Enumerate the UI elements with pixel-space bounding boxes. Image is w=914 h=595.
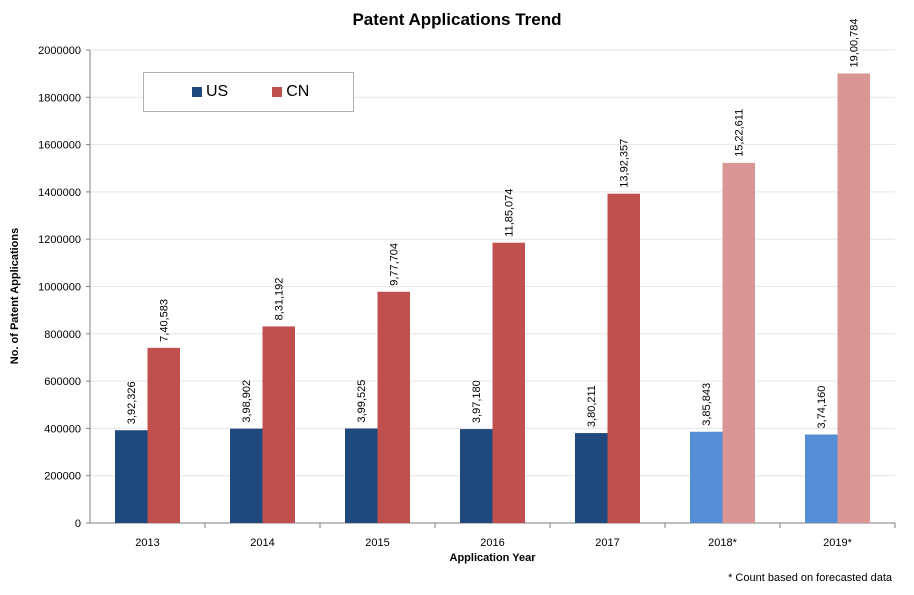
y-tick-label: 200000	[44, 471, 81, 483]
bar-cn	[377, 291, 410, 523]
data-label-us: 3,92,326	[126, 381, 138, 424]
footnote: * Count based on forecasted data	[728, 572, 892, 584]
data-label-cn: 19,00,784	[849, 19, 861, 68]
y-tick-label: 600000	[44, 376, 81, 388]
data-label-us: 3,97,180	[471, 380, 483, 423]
x-tick-label: 2018*	[708, 537, 737, 549]
data-label-us: 3,74,160	[816, 386, 828, 429]
y-tick-label: 1400000	[38, 187, 81, 199]
legend-swatch-us	[192, 87, 202, 97]
data-label-cn: 9,77,704	[389, 243, 401, 286]
data-label-us: 3,99,525	[356, 380, 368, 423]
bar-cn	[492, 242, 525, 524]
y-tick-label: 800000	[44, 329, 81, 341]
y-tick-label: 1600000	[38, 140, 81, 152]
data-label-us: 3,85,843	[701, 383, 713, 426]
data-label-cn: 11,85,074	[504, 189, 516, 237]
y-tick-label: 1200000	[38, 234, 81, 246]
legend-swatch-cn	[272, 87, 283, 97]
x-tick-label: 2013	[135, 537, 159, 549]
legend: US CN	[143, 72, 354, 112]
legend-label-us: US	[206, 83, 229, 100]
bar-cn	[722, 162, 755, 523]
y-tick-label: 1800000	[38, 92, 81, 104]
y-tick-label: 2000000	[38, 45, 81, 57]
x-tick-label: 2015	[365, 537, 389, 549]
chart-title: Patent Applications Trend	[352, 10, 562, 29]
x-axis-label: Application Year	[449, 552, 536, 564]
legend-item-cn: CN	[272, 83, 309, 101]
legend-label-cn: CN	[286, 83, 310, 100]
bar-us	[460, 429, 493, 523]
y-tick-label: 0	[75, 518, 81, 530]
legend-item-us: US	[192, 83, 228, 101]
bar-us	[230, 428, 263, 523]
data-label-cn: 8,31,192	[274, 278, 286, 321]
y-tick-label: 400000	[44, 423, 81, 435]
bar-us	[345, 428, 378, 523]
x-tick-label: 2019*	[823, 537, 852, 549]
data-label-cn: 13,92,357	[619, 139, 631, 188]
bar-us	[115, 430, 148, 523]
bar-cn	[837, 73, 870, 523]
bar-cn	[147, 347, 180, 523]
x-tick-label: 2017	[595, 537, 619, 549]
bar-cn	[607, 193, 640, 523]
x-tick-label: 2016	[480, 537, 504, 549]
x-tick-label: 2014	[250, 537, 274, 549]
data-label-us: 3,80,211	[586, 385, 598, 427]
y-tick-label: 1000000	[38, 282, 81, 294]
data-label-us: 3,98,902	[241, 380, 253, 423]
data-label-cn: 15,22,611	[734, 109, 746, 157]
bar-us	[690, 431, 723, 523]
bar-us	[575, 433, 608, 523]
bar-cn	[262, 326, 295, 523]
bar-us	[805, 434, 838, 523]
data-label-cn: 7,40,583	[159, 299, 171, 342]
